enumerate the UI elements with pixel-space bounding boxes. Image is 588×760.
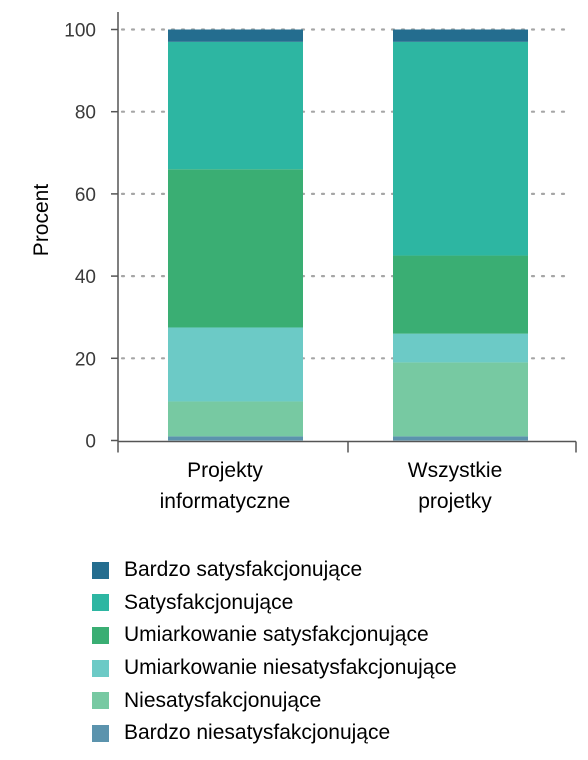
bar-segment-1-3 (168, 327, 303, 402)
bar-segment-1-1 (168, 436, 303, 441)
bar-segment-2-3 (393, 333, 528, 363)
legend-item: Bardzo niesatysfakcjonujące (92, 717, 457, 750)
x-tick-label-1-line-1: Projekty (187, 459, 263, 482)
x-tick-label-2-line-2: projetky (418, 490, 492, 513)
x-tick-label-2-line-1: Wszystkie (408, 459, 503, 482)
bar-segment-1-2 (168, 401, 303, 437)
x-tick-label-1-line-2: informatyczne (160, 490, 291, 513)
legend-label: Bardzo niesatysfakcjonujące (124, 721, 391, 745)
bar-segment-2-4 (393, 255, 528, 334)
legend-label: Niesatysfakcjonujące (124, 688, 322, 712)
axes: 0 20 40 60 80 100 Projekty informatyczne Wszystk… (64, 12, 577, 513)
legend-label: Umiarkowanie niesatysfakcjonujące (124, 656, 457, 680)
bar-segment-2-2 (393, 362, 528, 437)
legend-item: Satysfakcjonujące (92, 587, 457, 620)
y-tick-label-0: 0 (85, 432, 96, 453)
y-tick-label-80: 80 (75, 103, 96, 124)
legend-label: Bardzo satysfakcjonujące (124, 558, 363, 582)
bar-segment-2-1 (393, 436, 528, 441)
bar-segment-1-5 (168, 41, 303, 170)
legend-swatch (92, 594, 109, 612)
bars (168, 29, 528, 441)
legend-swatch (92, 659, 109, 677)
y-tick-label-40: 40 (75, 267, 96, 288)
legend-swatch (92, 724, 109, 742)
stacked-bar-chart: 0 20 40 60 80 100 Projekty informatyczne Wszystk… (30, 12, 577, 513)
bar-segment-1-6 (168, 29, 303, 42)
legend-item: Umiarkowanie satysfakcjonujące (92, 619, 457, 652)
y-tick-label-100: 100 (64, 21, 96, 42)
y-tick-label-60: 60 (75, 185, 96, 206)
legend-swatch (92, 561, 109, 579)
legend-item: Niesatysfakcjonujące (92, 684, 457, 717)
y-axis-title: Procent (30, 184, 53, 257)
bar-segment-1-4 (168, 169, 303, 328)
bar-segment-2-6 (393, 29, 528, 42)
legend-swatch (92, 692, 109, 710)
chart-legend: Bardzo satysfakcjonujące Satysfakcjonując… (92, 554, 457, 750)
legend-item: Bardzo satysfakcjonujące (92, 554, 457, 587)
legend-swatch (92, 626, 109, 644)
legend-label: Umiarkowanie satysfakcjonujące (124, 623, 429, 647)
y-tick-label-20: 20 (75, 349, 96, 370)
legend-label: Satysfakcjonujące (124, 590, 294, 614)
bar-segment-2-5 (393, 41, 528, 256)
legend-item: Umiarkowanie niesatysfakcjonujące (92, 652, 457, 685)
